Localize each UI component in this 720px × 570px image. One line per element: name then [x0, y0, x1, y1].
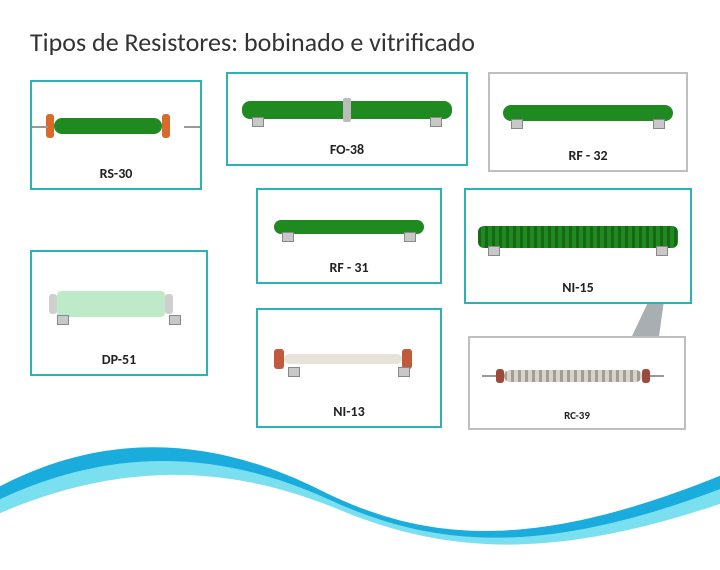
- slide: Tipos de Resistores: bobinado e vitrific…: [0, 0, 720, 540]
- resistor-image-ni13: [264, 316, 434, 401]
- card-label: FO-38: [330, 139, 364, 158]
- card-fo38: FO-38: [226, 72, 468, 166]
- card-label: DP-51: [102, 349, 136, 368]
- slide-title: Tipos de Resistores: bobinado e vitrific…: [30, 26, 475, 58]
- card-dp51: DP-51: [30, 250, 208, 376]
- resistor-image-dp51: [38, 258, 200, 349]
- resistor-image-rf31: [264, 196, 434, 257]
- card-rs30: RS-30: [30, 80, 202, 190]
- card-label: NI-15: [562, 277, 593, 296]
- card-label: RC-39: [564, 407, 590, 422]
- card-label: NI-13: [333, 401, 364, 420]
- resistor-image-fo38: [234, 80, 460, 139]
- card-rc39: RC-39: [468, 336, 686, 430]
- card-label: RF - 31: [329, 257, 368, 276]
- resistor-image-ni15: [472, 196, 684, 277]
- card-ni13: NI-13: [256, 308, 442, 428]
- card-rf32: RF - 32: [488, 72, 688, 172]
- card-rf31: RF - 31: [256, 188, 442, 284]
- card-label: RF - 32: [568, 145, 607, 164]
- resistor-gallery: RS-30 FO-38 RF: [30, 72, 690, 500]
- card-label: RS-30: [100, 163, 133, 182]
- resistor-image-rf32: [496, 80, 680, 145]
- resistor-image-rs30: [38, 88, 194, 163]
- resistor-image-rc39: [476, 344, 678, 407]
- card-ni15: NI-15: [464, 188, 692, 304]
